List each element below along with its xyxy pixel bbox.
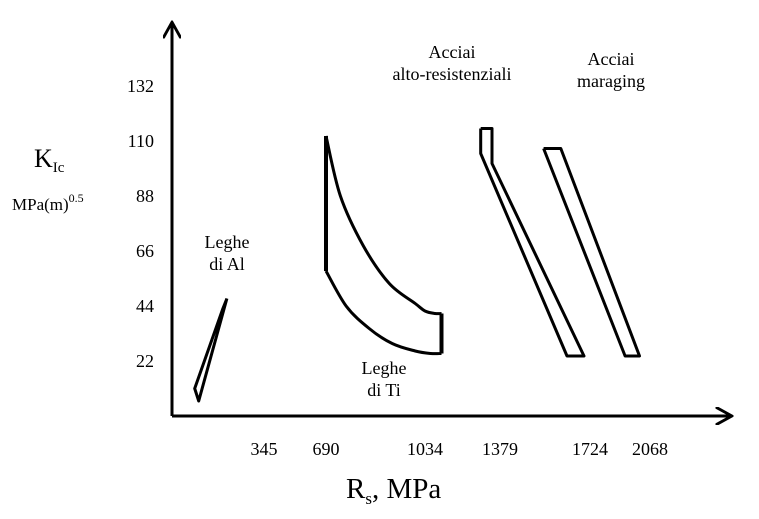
svg-text:Rs, MPa: Rs, MPa (346, 473, 441, 508)
y-tick-label: 110 (128, 131, 154, 151)
y-tick-label: 88 (136, 186, 154, 206)
svg-text:MPa(m)0.5: MPa(m)0.5 (12, 191, 84, 214)
y-axis-title-sub: Ic (53, 160, 65, 176)
x-axis-title-rest: , MPa (372, 473, 441, 505)
region-label-acciai-maraging: maraging (577, 71, 645, 91)
y-axis-unit: MPa(m) (12, 195, 69, 214)
x-axis-title-main: R (346, 473, 366, 505)
region-label-acciai-maraging: Acciai (588, 49, 635, 69)
x-tick-label: 1379 (482, 439, 518, 459)
y-tick-labels: 22 44 66 88 110 132 (127, 76, 154, 371)
region-label-leghe-di-ti: Leghe (362, 358, 407, 378)
y-tick-label: 66 (136, 241, 154, 261)
region-label-acciai-alto-resistenziali: Acciai (429, 42, 476, 62)
y-tick-label: 44 (136, 296, 154, 316)
svg-text:KIc: KIc (34, 144, 65, 176)
x-axis-title: Rs, MPa (346, 473, 441, 508)
region-leghe-di-al (193, 297, 229, 403)
x-tick-label: 345 (251, 439, 278, 459)
region-label-acciai-alto-resistenziali: alto-resistenziali (393, 64, 512, 84)
x-tick-labels: 345 690 1034 1379 1724 2068 (251, 439, 669, 459)
y-tick-label: 22 (136, 351, 154, 371)
y-tick-label: 132 (127, 76, 154, 96)
region-label-leghe-di-ti: di Ti (367, 380, 401, 400)
x-tick-label: 1034 (407, 439, 443, 459)
data-regions (193, 127, 641, 403)
region-label-leghe-di-al: di Al (209, 254, 245, 274)
region-leghe-di-ti (324, 135, 444, 356)
x-tick-label: 690 (313, 439, 340, 459)
x-tick-label: 2068 (632, 439, 668, 459)
y-axis-unit-exponent: 0.5 (69, 191, 84, 205)
region-acciai-alto-resistenziali (479, 127, 586, 358)
region-leghe-di-ti-lower-curve (324, 270, 442, 356)
region-label-leghe-di-al: Leghe (205, 232, 250, 252)
y-axis-title-main: K (34, 144, 53, 173)
x-axis-title-sub: s (365, 489, 372, 508)
x-tick-label: 1724 (572, 439, 608, 459)
region-acciai-maraging (542, 147, 641, 358)
y-axis-title: KIc MPa(m)0.5 (12, 144, 84, 214)
region-leghe-di-ti-upper-curve (324, 135, 442, 316)
